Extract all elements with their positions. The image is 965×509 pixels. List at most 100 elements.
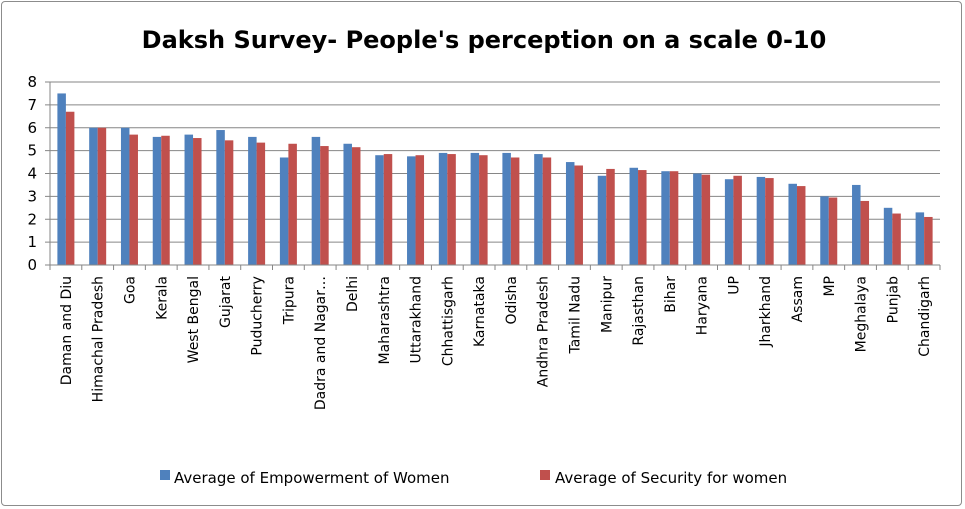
bar-empowerment-daman-and-diu xyxy=(57,93,66,265)
bar-empowerment-meghalaya xyxy=(852,184,861,265)
bar-security-kerala xyxy=(161,135,170,265)
x-tick-label-delhi: Delhi xyxy=(345,276,361,312)
legend-label-empowerment: Average of Empowerment of Women xyxy=(174,469,449,487)
x-tick-label-chandigarh: Chandigarh xyxy=(917,276,933,357)
x-tick-label-dadra-and-nagar: Dadra and Nagar… xyxy=(313,276,329,410)
x-tick-label-tamil-nadu: Tamil Nadu xyxy=(567,276,583,355)
x-tick-label-himachal-pradesh: Himachal Pradesh xyxy=(91,276,107,402)
legend: Average of Empowerment of Women Average … xyxy=(160,469,787,487)
bar-security-delhi xyxy=(351,147,361,265)
x-tick-label-gujarat: Gujarat xyxy=(218,275,234,328)
bar-empowerment-dadra-and-nagar xyxy=(311,136,321,265)
bar-empowerment-haryana xyxy=(693,173,702,265)
bar-empowerment-gujarat xyxy=(216,130,225,265)
bar-empowerment-uttarakhand xyxy=(407,156,416,265)
bar-empowerment-karnataka xyxy=(470,152,480,265)
bar-security-bihar xyxy=(669,171,679,265)
chart-title: Daksh Survey- People's perception on a s… xyxy=(142,26,827,54)
y-tick-label-2: 2 xyxy=(27,210,37,228)
y-axis: 0 1 2 3 4 5 6 7 8 xyxy=(27,73,51,274)
x-tick-label-rajasthan: Rajasthan xyxy=(631,276,647,346)
y-tick-label-3: 3 xyxy=(27,187,37,205)
bar-empowerment-goa xyxy=(120,127,130,265)
bar-security-tamil-nadu xyxy=(574,165,583,265)
y-tick-label-8: 8 xyxy=(27,73,37,91)
x-tick-label-daman-and-diu: Daman and Diu xyxy=(59,276,75,385)
bar-security-meghalaya xyxy=(860,200,870,265)
x-tick-label-tripura: Tripura xyxy=(281,276,297,325)
x-tick-label-bihar: Bihar xyxy=(663,276,679,313)
y-tick-label-1: 1 xyxy=(27,233,37,251)
bar-empowerment-tamil-nadu xyxy=(565,162,575,265)
bar-empowerment-mp xyxy=(820,196,829,265)
legend-swatch-security xyxy=(540,470,550,480)
bar-security-dadra-and-nagar xyxy=(320,146,329,265)
bar-empowerment-assam xyxy=(788,183,797,265)
bars xyxy=(57,93,933,265)
bar-empowerment-west-bengal xyxy=(184,134,194,265)
bar-empowerment-bihar xyxy=(661,171,670,265)
bar-security-goa xyxy=(129,134,138,265)
bar-security-assam xyxy=(796,186,806,265)
x-tick-label-west-bengal: West Bengal xyxy=(186,276,202,363)
y-tick-label-4: 4 xyxy=(27,165,37,183)
bar-security-himachal-pradesh xyxy=(97,127,107,265)
bar-empowerment-chhattisgarh xyxy=(438,152,448,265)
bar-security-odisha xyxy=(510,157,520,265)
bar-security-west-bengal xyxy=(193,138,202,265)
bar-security-tripura xyxy=(288,143,297,265)
x-tick-label-maharashtra: Maharashtra xyxy=(377,276,393,364)
y-tick-label-7: 7 xyxy=(27,96,37,114)
x-tick-label-kerala: Kerala xyxy=(154,276,170,320)
bar-security-haryana xyxy=(701,174,711,265)
bar-security-uttarakhand xyxy=(415,155,425,265)
bar-empowerment-delhi xyxy=(343,143,352,265)
bar-security-punjab xyxy=(892,213,901,265)
bar-security-andhra-pradesh xyxy=(542,157,552,265)
y-tick-label-5: 5 xyxy=(27,142,37,160)
bar-security-maharashtra xyxy=(383,154,393,265)
bar-security-gujarat xyxy=(224,140,234,265)
x-tick-label-manipur: Manipur xyxy=(599,276,615,333)
bar-security-chhattisgarh xyxy=(447,154,456,265)
bar-empowerment-tripura xyxy=(279,157,289,265)
bar-security-manipur xyxy=(606,168,615,265)
x-tick-label-meghalaya: Meghalaya xyxy=(854,276,870,352)
bar-empowerment-rajasthan xyxy=(629,167,639,265)
bar-empowerment-punjab xyxy=(883,207,893,265)
bar-security-mp xyxy=(828,197,838,265)
x-tick-label-odisha: Odisha xyxy=(504,276,520,325)
bar-empowerment-kerala xyxy=(152,136,162,265)
x-axis: Daman and Diu Himachal Pradesh Goa Kerala We… xyxy=(49,264,941,410)
bar-security-up xyxy=(733,175,742,265)
gridlines xyxy=(50,81,940,243)
legend-swatch-empowerment xyxy=(160,470,170,480)
x-tick-label-punjab: Punjab xyxy=(885,276,901,323)
y-tick-label-0: 0 xyxy=(27,256,37,274)
x-tick-label-uttarakhand: Uttarakhand xyxy=(409,276,425,363)
bar-empowerment-himachal-pradesh xyxy=(89,127,98,265)
bar-empowerment-odisha xyxy=(502,152,511,265)
x-tick-label-karnataka: Karnataka xyxy=(472,276,488,347)
bar-security-puducherry xyxy=(256,142,266,265)
x-tick-label-puducherry: Puducherry xyxy=(250,276,266,356)
bar-empowerment-andhra-pradesh xyxy=(534,154,543,265)
x-tick-label-assam: Assam xyxy=(790,276,806,322)
x-tick-label-jharkhand: Jharkhand xyxy=(758,276,774,348)
bar-security-jharkhand xyxy=(765,178,774,265)
bar-security-daman-and-diu xyxy=(65,111,75,265)
x-tick-label-goa: Goa xyxy=(122,276,138,304)
bar-empowerment-manipur xyxy=(597,175,607,265)
bar-empowerment-maharashtra xyxy=(375,155,384,265)
legend-label-security: Average of Security for women xyxy=(555,469,787,487)
bar-empowerment-jharkhand xyxy=(756,176,766,265)
bar-empowerment-puducherry xyxy=(248,136,257,265)
x-tick-label-up: UP xyxy=(726,276,742,295)
y-tick-label-6: 6 xyxy=(27,119,37,137)
bar-security-karnataka xyxy=(479,155,488,265)
bar-security-chandigarh xyxy=(924,216,933,265)
x-tick-label-haryana: Haryana xyxy=(695,276,711,335)
x-tick-label-andhra-pradesh: Andhra Pradesh xyxy=(536,276,552,387)
x-tick-label-chhattisgarh: Chhattisgarh xyxy=(440,276,456,366)
bar-empowerment-up xyxy=(724,179,734,265)
